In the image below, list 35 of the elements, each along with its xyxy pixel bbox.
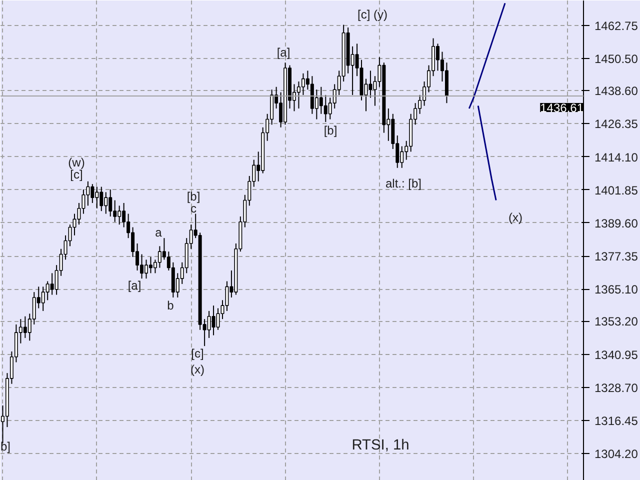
annotation: a xyxy=(155,226,162,240)
y-tick-label: 1316.45 xyxy=(594,414,638,428)
y-tick-label: 1450.50 xyxy=(594,52,638,66)
annotation: [c] xyxy=(191,346,204,360)
annotation: (w) xyxy=(68,156,85,170)
line-series xyxy=(477,105,497,202)
annotation: [b] xyxy=(186,190,200,204)
annotation: b xyxy=(167,298,174,312)
annotation: (x) xyxy=(508,210,523,224)
annotation: (x) xyxy=(190,362,205,376)
y-tick-label: 1389.60 xyxy=(594,216,638,230)
y-tick-label: 1438.60 xyxy=(594,84,638,98)
y-tick-label: 1377.35 xyxy=(594,250,638,264)
y-tick-label: 1340.95 xyxy=(594,348,638,362)
annotation: [b] xyxy=(324,124,338,138)
y-tick-label: 1365.10 xyxy=(594,282,638,297)
y-tick-label: 1328.70 xyxy=(594,380,638,395)
annotation: [a] xyxy=(276,46,290,60)
ref-line-label: 1436.61 xyxy=(540,101,584,116)
annotation: [a] xyxy=(128,278,142,292)
line-series xyxy=(468,2,506,110)
annotation: [c] xyxy=(70,168,83,182)
annotation: b] xyxy=(0,440,11,454)
y-tick-label: 1304.20 xyxy=(594,447,638,462)
annotation: c xyxy=(190,202,196,216)
annotation: [c] (y) xyxy=(358,8,388,22)
y-tick-label: 1353.20 xyxy=(594,314,638,329)
y-tick-label: 1426.35 xyxy=(594,117,638,132)
candlestick xyxy=(212,305,216,336)
annotation: alt.: [b] xyxy=(385,176,422,190)
candlestick xyxy=(368,70,372,98)
y-tick-label: 1401.85 xyxy=(594,183,638,198)
annotation: RTSI, 1h xyxy=(352,438,410,454)
y-tick-label: 1414.10 xyxy=(594,150,638,164)
y-tick-label: 1462.75 xyxy=(594,18,638,33)
